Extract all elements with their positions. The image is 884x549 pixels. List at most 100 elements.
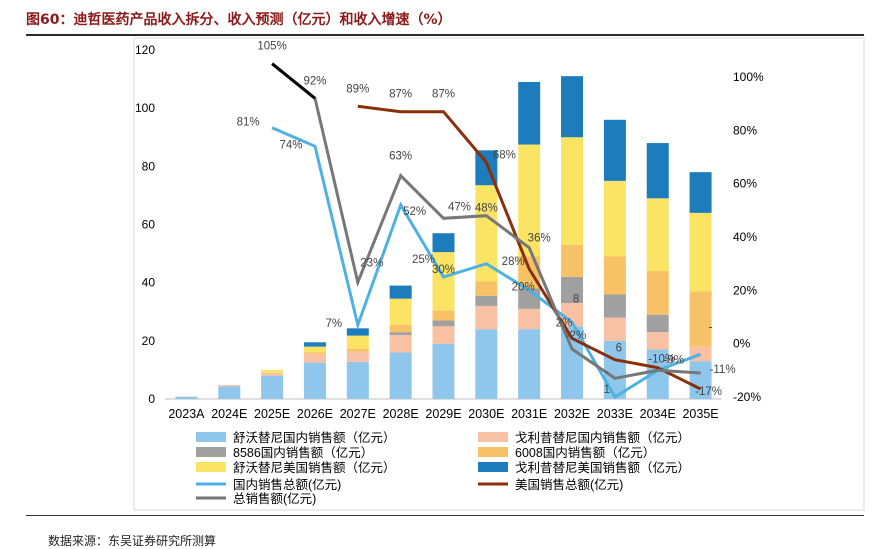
- right-axis-tick-label: 20%: [733, 283, 757, 297]
- left-axis-tick-label: 120: [135, 43, 155, 57]
- x-axis-tick-label: 2024E: [211, 407, 247, 421]
- bar-segment: [389, 332, 412, 336]
- bar-segment: [389, 352, 412, 399]
- data-label: 1: [604, 384, 610, 396]
- bar-segment: [303, 352, 326, 354]
- data-label: 25%: [412, 254, 435, 266]
- left-axis-tick-label: 20: [142, 334, 156, 348]
- x-axis-tick-label: 2029E: [425, 407, 461, 421]
- bar-segment: [475, 305, 498, 330]
- data-label: -: [605, 366, 609, 378]
- legend: 舒沃替尼国内销售额（亿元） 戈利昔替尼国内销售额（亿元） 8586国内销售额（亿元）…: [196, 430, 690, 506]
- legend-swatch: [196, 462, 226, 472]
- right-axis-tick-label: 40%: [733, 230, 757, 244]
- data-label: 30%: [432, 264, 455, 276]
- data-label: -11%: [710, 364, 736, 376]
- bar-segment: [432, 320, 455, 327]
- x-axis-tick-label: 2031E: [511, 407, 547, 421]
- bar-segment: [303, 342, 326, 347]
- line-series: [357, 104, 702, 391]
- line-series: [271, 62, 701, 380]
- bar-segment: [432, 252, 455, 311]
- legend-label: 戈利昔替尼美国销售额（亿元）: [515, 460, 690, 475]
- x-axis-tick-label: 2034E: [640, 407, 676, 421]
- data-label: 23%: [360, 257, 383, 269]
- data-label: 89%: [346, 83, 369, 95]
- bar-segment: [303, 346, 326, 353]
- bar-segment: [518, 144, 541, 257]
- plot-frame: [133, 37, 865, 511]
- legend-label: 国内销售总额(亿元): [233, 477, 341, 492]
- x-axis-tick-label: 2023A: [168, 407, 205, 421]
- legend-swatch: [196, 447, 226, 457]
- bar-segment: [646, 271, 669, 315]
- bar-segment: [603, 317, 626, 341]
- data-label: -10%: [648, 353, 675, 365]
- bar-segment: [646, 314, 669, 333]
- bar-segment: [389, 285, 412, 299]
- bar-segment: [646, 332, 669, 350]
- bar-segment: [689, 172, 712, 213]
- bar-segment: [175, 396, 198, 399]
- bar-segment: [432, 343, 455, 399]
- bar-segment: [603, 180, 626, 257]
- bar-segment: [561, 244, 584, 277]
- line-series: [271, 126, 702, 400]
- right-axis-tick-label: 80%: [733, 123, 757, 137]
- top-rule: [26, 34, 864, 36]
- bar-segment: [346, 361, 369, 399]
- x-axis-tick-label: 2035E: [682, 407, 718, 421]
- bar-segment: [303, 353, 326, 363]
- data-label: 74%: [279, 139, 302, 151]
- axes: 020406080100120-20%0%20%40%60%80%100%202…: [135, 43, 764, 421]
- bar-segment: [261, 375, 284, 399]
- legend-label: 8586国内销售额（亿元）: [233, 445, 373, 460]
- line-series-highlight: [271, 62, 316, 100]
- bars: [175, 76, 712, 399]
- legend-swatch: [196, 432, 226, 442]
- bar-segment: [561, 303, 584, 327]
- bar-segment: [346, 328, 369, 336]
- data-label: 63%: [389, 151, 412, 163]
- bar-segment: [689, 212, 712, 292]
- data-label: 28%: [502, 256, 525, 268]
- data-label: 81%: [237, 117, 260, 129]
- left-axis-tick-label: 40: [142, 276, 156, 290]
- bar-segment: [432, 326, 455, 344]
- data-label: 47%: [448, 201, 471, 213]
- bar-segment: [646, 143, 669, 199]
- bottom-rule: [26, 515, 864, 516]
- bar-segment: [603, 256, 626, 295]
- data-label: 105%: [257, 41, 286, 53]
- data-label: 68%: [493, 149, 516, 161]
- bar-segment: [346, 335, 369, 349]
- x-axis-tick-label: 2026E: [297, 407, 333, 421]
- data-label: 92%: [303, 75, 326, 87]
- bar-segment: [561, 137, 584, 245]
- bar-segment: [261, 369, 284, 373]
- bar-segment: [432, 233, 455, 253]
- legend-swatch: [478, 462, 508, 472]
- data-label: 2%: [556, 317, 573, 329]
- x-axis-tick-label: 2032E: [554, 407, 590, 421]
- legend-label: 总销售额(亿元): [233, 491, 316, 506]
- data-label: 6: [616, 343, 622, 355]
- chart-title: 图60：迪哲医药产品收入拆分、收入预测（亿元）和收入增速（%）: [26, 12, 452, 28]
- right-axis-tick-label: 60%: [733, 177, 757, 191]
- bar-segment: [261, 372, 284, 376]
- data-label: 8: [573, 293, 579, 305]
- bar-segment: [603, 119, 626, 181]
- bar-segment: [389, 324, 412, 333]
- bar-segment: [303, 362, 326, 399]
- source-note: 数据来源：东吴证券研究所测算: [48, 534, 217, 548]
- bar-segment: [561, 276, 584, 304]
- bar-segment: [646, 349, 669, 399]
- x-axis-tick-label: 2033E: [597, 407, 633, 421]
- data-label: 48%: [475, 203, 498, 215]
- legend-label: 舒沃替尼国内销售额（亿元）: [233, 430, 396, 445]
- bar-segment: [389, 335, 412, 353]
- bar-segment: [603, 294, 626, 318]
- right-axis-tick-label: -20%: [733, 390, 761, 404]
- data-label: 36%: [528, 233, 551, 245]
